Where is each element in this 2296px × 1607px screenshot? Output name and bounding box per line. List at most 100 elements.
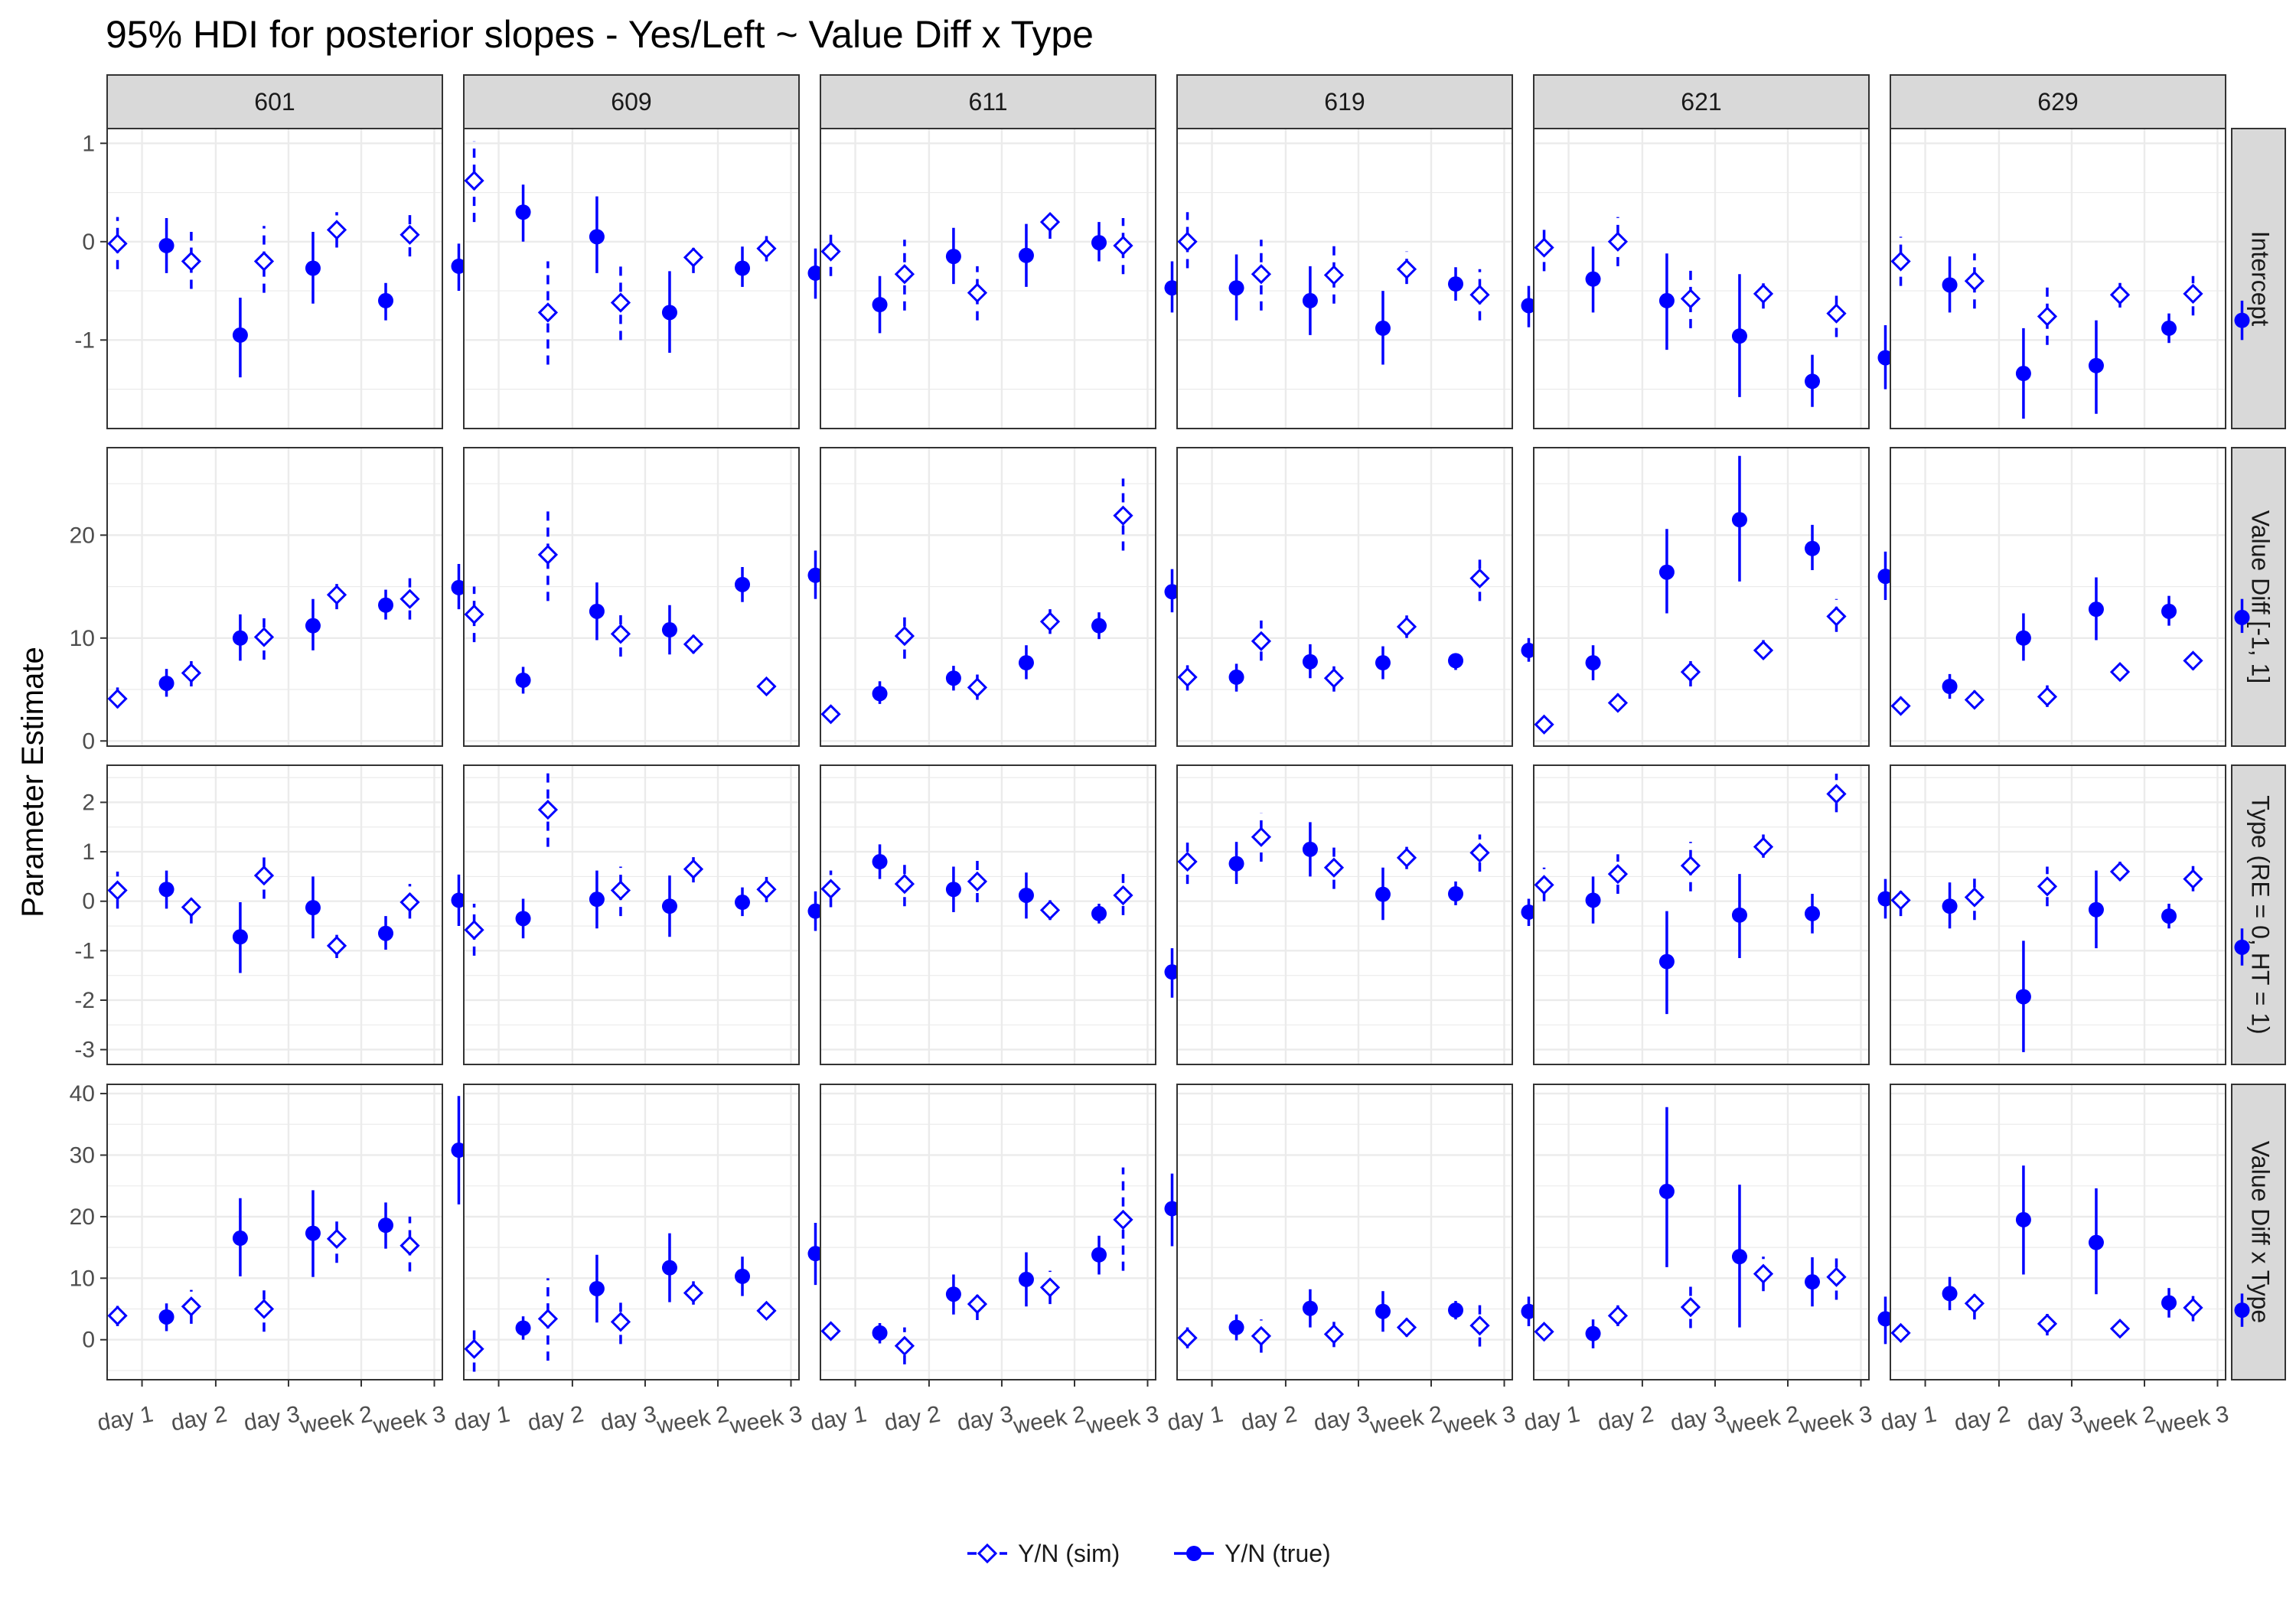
sim-point [1826, 784, 1847, 804]
true-point [2015, 1211, 2031, 1227]
panel-background [820, 1084, 1156, 1380]
x-tick-label: week 2 [1368, 1401, 1444, 1439]
y-tick-label: -1 [74, 328, 95, 353]
x-tick-label: week 3 [727, 1401, 804, 1439]
panel-background [107, 448, 442, 746]
sim-point [1039, 900, 1061, 921]
x-tick-label: day 3 [2025, 1401, 2085, 1436]
y-tick-label: 0 [82, 1328, 95, 1353]
true-point [2161, 1295, 2177, 1311]
true-point [378, 925, 394, 941]
row-strip-label: Value Diff x Type [2247, 1141, 2275, 1323]
sim-point [1469, 1315, 1490, 1336]
true-point [807, 903, 823, 919]
x-tick-label: day 3 [1668, 1401, 1728, 1436]
panel-611-3 [820, 1084, 1180, 1380]
true-point [1448, 276, 1464, 292]
true-point [589, 892, 605, 908]
true-point [1658, 564, 1675, 580]
panel-border [463, 764, 800, 1065]
true-point [872, 1325, 888, 1341]
y-tick-label: 10 [70, 626, 95, 651]
strip-label-611: 611 [968, 88, 1007, 116]
true-point [589, 229, 605, 245]
true-point [1448, 1302, 1464, 1319]
sim-point [1753, 1263, 1774, 1284]
sim-point [1607, 864, 1629, 885]
true-point [515, 672, 531, 688]
x-tick-label: day 3 [955, 1401, 1015, 1436]
panel-border [820, 764, 1156, 1065]
sim-point [1396, 1317, 1417, 1338]
sim-point [967, 677, 988, 698]
true-point [2015, 630, 2031, 646]
true-point [158, 237, 174, 253]
true-point [232, 327, 248, 343]
true-point [735, 576, 751, 592]
true-point [378, 292, 394, 308]
true-point [1877, 891, 1893, 907]
panel-background [1534, 448, 1869, 746]
sim-point [464, 170, 484, 191]
y-tick-label: 1 [82, 839, 95, 865]
legend-circle [1186, 1546, 1202, 1561]
true-point [305, 260, 321, 276]
legend-item-1: Y/N (true) [1174, 1540, 1331, 1567]
facet-grid: 601 609 611 619 621 629 Intercept Value Diff [-… [70, 74, 2286, 1439]
true-point [1521, 1303, 1537, 1319]
true-point [305, 1225, 321, 1241]
sim-point [1680, 662, 1701, 683]
true-point [1731, 512, 1747, 528]
x-tick-label: day 1 [1879, 1401, 1939, 1436]
true-point [807, 1246, 823, 1262]
panel-629-3 [1890, 1084, 2250, 1380]
sim-point [610, 880, 631, 901]
panel-border [1533, 447, 1870, 747]
sim-point [1607, 231, 1629, 252]
sim-point [2109, 285, 2131, 305]
panel-background [1177, 129, 1512, 429]
row-strip-label: Value Diff [-1, 1] [2247, 510, 2275, 683]
x-tick-label: week 2 [298, 1401, 374, 1439]
true-point [1091, 618, 1107, 634]
panel-background [107, 765, 442, 1064]
sim-point [400, 224, 420, 245]
sim-point [610, 292, 631, 313]
sim-point [683, 634, 704, 654]
sim-point [107, 233, 128, 254]
panel-background [1890, 129, 2226, 429]
true-point [1585, 655, 1601, 671]
true-point [451, 579, 467, 595]
true-point [589, 603, 605, 619]
panel-border [1533, 128, 1870, 429]
true-point [232, 929, 248, 945]
legend-label: Y/N (true) [1225, 1540, 1331, 1567]
sim-point [683, 1283, 704, 1303]
true-point [2015, 989, 2031, 1005]
sim-point [181, 251, 202, 272]
x-tick-label: week 2 [2081, 1401, 2157, 1439]
true-point [735, 895, 751, 911]
true-point [1018, 887, 1034, 903]
sim-point [894, 264, 915, 285]
true-point [1018, 1271, 1034, 1287]
row-strip-label: Intercept [2247, 231, 2275, 327]
x-tick-label: day 2 [1952, 1401, 2012, 1436]
true-point [735, 1268, 751, 1284]
true-point [1448, 886, 1464, 902]
panel-border [106, 128, 443, 429]
row-strip-0 [2231, 128, 2286, 429]
true-point [1805, 540, 1821, 556]
sim-point [967, 282, 988, 303]
true-point [1448, 653, 1464, 669]
true-point [515, 204, 531, 220]
panel-border [463, 447, 800, 747]
legend: Y/N (sim) Y/N (true) [967, 1540, 1331, 1567]
sim-point [820, 241, 841, 262]
x-tick-label: day 3 [598, 1401, 658, 1436]
true-point [515, 1320, 531, 1336]
x-tick-label: week 3 [2154, 1401, 2230, 1439]
sim-point [683, 859, 704, 879]
chart-title: 95% HDI for posterior slopes - Yes/Left … [106, 13, 1094, 56]
